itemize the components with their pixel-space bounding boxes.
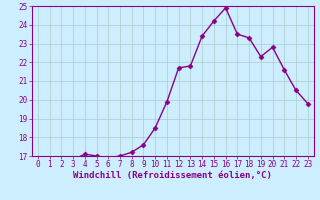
X-axis label: Windchill (Refroidissement éolien,°C): Windchill (Refroidissement éolien,°C) — [73, 171, 272, 180]
